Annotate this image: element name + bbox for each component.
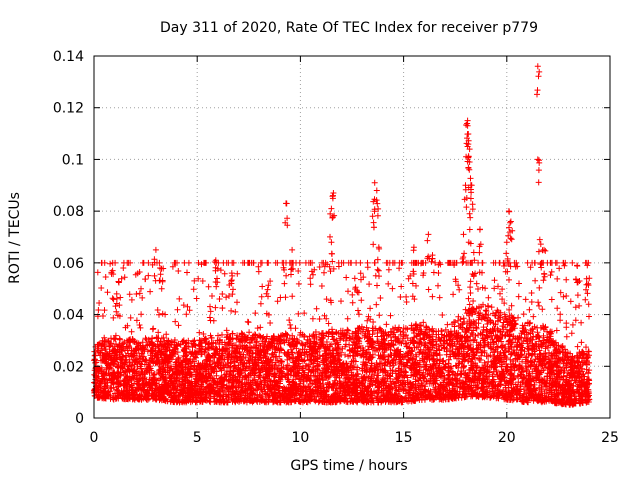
x-tick-label: 20 [498,430,516,446]
x-tick-label: 10 [291,430,309,446]
x-tick-label: 0 [90,430,99,446]
y-axis-label: ROTI / TECUs [7,192,23,284]
axis-ticks: 0 5 10 15 20 25 0 0.02 0.04 0.06 0.08 0.1 0.12 0.14 [53,49,619,446]
y-tick-label: 0.1 [62,152,84,168]
plot-frame [93,55,611,419]
y-tick-label: 0.04 [53,308,84,324]
y-tick-label: 0.12 [53,101,84,117]
y-tick-label: 0 [75,411,84,427]
y-tick-label: 0.06 [53,256,84,272]
grid-lines [94,56,610,418]
roti-sample-markers [91,63,593,408]
x-axis-label: GPS time / hours [290,458,407,474]
chart-title: Day 311 of 2020, Rate Of TEC Index for r… [160,20,538,36]
y-tick-label: 0.02 [53,359,84,375]
x-tick-label: 15 [395,430,413,446]
data-points [91,63,593,408]
y-tick-label: 0.08 [53,204,84,220]
x-tick-label: 25 [601,430,619,446]
x-tick-label: 5 [193,430,202,446]
y-tick-label: 0.14 [53,49,84,65]
